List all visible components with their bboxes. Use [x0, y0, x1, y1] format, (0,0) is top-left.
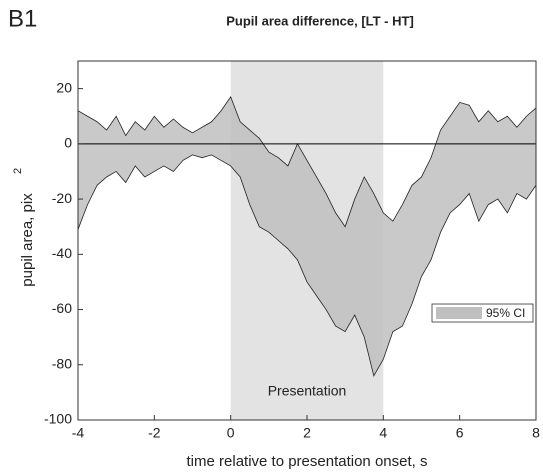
lower-line [77, 154, 537, 377]
y-tick-label: -100 [44, 411, 72, 427]
x-tick-label: 2 [303, 425, 311, 441]
y-tick-label: 0 [64, 135, 72, 151]
y-tick-label: -80 [52, 355, 72, 371]
upper-line [77, 96, 537, 228]
x-axis-label: time relative to presentation onset, s [187, 453, 428, 470]
legend-swatch [436, 307, 482, 320]
y-axis-label-sup: 2 [12, 168, 24, 174]
x-tick-label: 8 [532, 425, 540, 441]
chart-title: Pupil area difference, [LT - HT] [226, 13, 414, 28]
y-tick-label: -40 [52, 245, 72, 261]
y-tick-label: 20 [56, 79, 72, 95]
panel-label: B1 [8, 5, 37, 32]
shade-label: Presentation [268, 383, 347, 399]
x-tick-label: 4 [379, 425, 387, 441]
y-axis-label: pupil area, pix [19, 193, 36, 287]
x-tick-label: 6 [456, 425, 464, 441]
y-tick-label: -20 [52, 190, 72, 206]
x-tick-label: 0 [227, 425, 235, 441]
y-tick-label: -60 [52, 300, 72, 316]
legend-label: 95% CI [486, 306, 525, 320]
x-tick-label: -2 [148, 425, 161, 441]
ci-band [78, 96, 536, 376]
x-tick-label: -4 [72, 425, 85, 441]
